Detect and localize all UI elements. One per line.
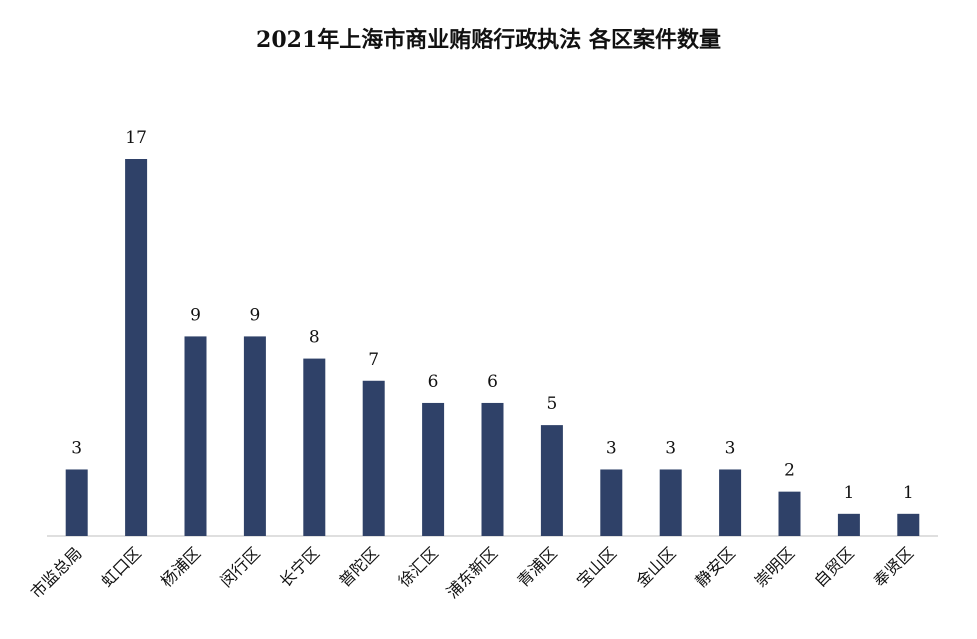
category-label-3: 闵行区	[216, 543, 263, 590]
category-label-4: 长宁区	[276, 543, 323, 590]
value-label-2: 9	[190, 305, 201, 325]
value-labels-group: 3 17 9 9 8 7 6 6 5 3 3 3 2 1 1	[71, 128, 913, 503]
chart-title: 2021年上海市商业贿赂行政执法 各区案件数量	[256, 27, 721, 53]
value-label-5: 7	[368, 350, 379, 370]
value-label-3: 9	[249, 305, 260, 325]
bar-3	[243, 336, 266, 536]
category-label-8: 青浦区	[513, 543, 560, 590]
category-label-11: 静安区	[692, 543, 739, 590]
value-label-1: 17	[125, 128, 147, 148]
value-label-0: 3	[71, 438, 82, 458]
bar-13	[837, 513, 860, 536]
bar-12	[778, 491, 801, 536]
category-label-5: 普陀区	[335, 543, 382, 590]
value-label-12: 2	[784, 461, 795, 481]
bar-5	[362, 380, 385, 536]
category-label-14: 奉贤区	[870, 543, 917, 590]
value-label-9: 3	[606, 438, 617, 458]
category-label-0: 市监总局	[27, 543, 86, 602]
category-label-12: 崇明区	[751, 543, 798, 590]
value-label-4: 8	[309, 328, 320, 348]
category-labels-group: 市监总局 虹口区 杨浦区 闵行区 长宁区 普陀区 徐汇区 浦东新区 青浦区 宝山区 金山区 静安区 崇明…	[27, 543, 917, 602]
bar-14	[897, 513, 920, 536]
category-label-9: 宝山区	[573, 543, 620, 590]
value-label-10: 3	[665, 438, 676, 458]
value-label-11: 3	[725, 438, 736, 458]
bar-11	[719, 469, 742, 536]
bar-8	[540, 425, 563, 536]
bars-group	[65, 159, 920, 536]
bar-1	[125, 159, 148, 536]
value-label-13: 1	[843, 483, 854, 503]
category-label-13: 自贸区	[810, 543, 857, 590]
bar-9	[600, 469, 623, 536]
bar-0	[65, 469, 88, 536]
category-label-2: 杨浦区	[157, 543, 204, 590]
category-label-7: 浦东新区	[443, 543, 502, 602]
value-label-8: 5	[546, 394, 557, 414]
bar-6	[422, 402, 445, 536]
value-label-7: 6	[487, 372, 498, 392]
category-label-6: 徐汇区	[395, 543, 442, 590]
bar-2	[184, 336, 207, 536]
bar-4	[303, 358, 326, 536]
category-label-1: 虹口区	[98, 543, 145, 590]
category-label-10: 金山区	[632, 543, 679, 590]
bar-10	[659, 469, 682, 536]
value-label-6: 6	[428, 372, 439, 392]
bar-7	[481, 402, 504, 536]
value-label-14: 1	[903, 483, 914, 503]
